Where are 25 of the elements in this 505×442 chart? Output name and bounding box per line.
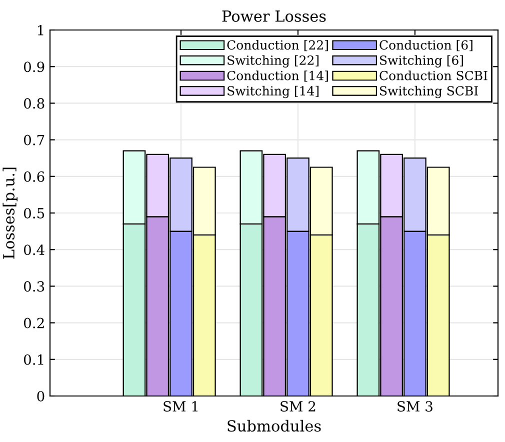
y-tick-label: 0.4 (24, 244, 44, 256)
chart-title: Power Losses (222, 10, 326, 22)
legend-label: Switching [6] (380, 55, 463, 68)
y-tick-label: 0.1 (24, 354, 44, 365)
y-tick-label: 0.9 (24, 62, 44, 72)
y-tick-label: 0.6 (24, 171, 44, 182)
y-axis-title: Losses[p.u.] (2, 168, 18, 259)
y-tick-label: 0.8 (24, 98, 44, 109)
legend-label: Conduction SCBI (380, 70, 488, 80)
legend-label: Conduction [22] (227, 40, 328, 52)
y-tick-label: 0.5 (24, 208, 44, 218)
legend-label: Switching [14] (228, 86, 319, 98)
x-tick-label: SM 1 (164, 401, 198, 412)
x-tick-label: SM 3 (398, 401, 432, 412)
y-tick-label: 0.7 (24, 134, 44, 146)
y-tick-label: 0.3 (24, 281, 44, 292)
legend-label: Conduction [6] (380, 40, 472, 52)
x-axis-title: Submodules (228, 420, 321, 432)
y-tick-label: 0.2 (24, 318, 44, 328)
y-tick-label: 1 (38, 24, 44, 36)
legend-label: Switching SCBI (380, 86, 478, 98)
legend-label: Switching [22] (228, 55, 319, 68)
legend-label: Conduction [14] (227, 70, 328, 82)
y-tick-label: 0 (37, 390, 44, 402)
x-tick-label: SM 2 (280, 401, 316, 412)
